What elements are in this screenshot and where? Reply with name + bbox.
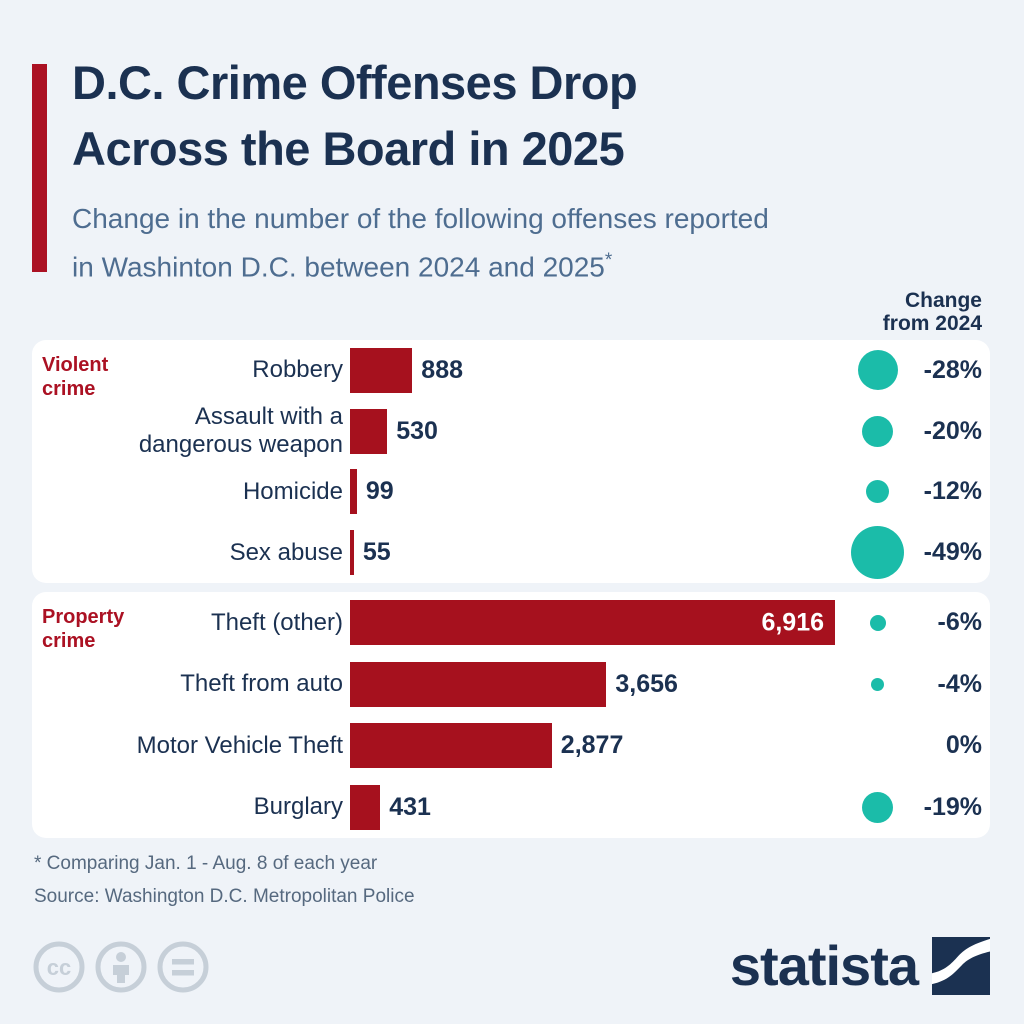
- creative-commons-license: cc: [32, 940, 210, 994]
- statista-wordmark: statista: [729, 934, 919, 997]
- change-magnitude-dot: [871, 677, 884, 691]
- change-dot-zone: [835, 791, 920, 823]
- value-label: 530: [396, 416, 438, 445]
- change-dot-zone: [835, 526, 920, 580]
- subtitle-line-2: in Washinton D.C. between 2024 and 2025: [72, 251, 605, 283]
- change-percent-label: -12%: [923, 477, 982, 506]
- equals-icon: [156, 940, 210, 994]
- statista-logo: statista: [730, 934, 990, 998]
- change-magnitude-dot: [869, 614, 886, 631]
- value-bar: 6,916: [350, 600, 835, 646]
- category-label: Theft (other): [210, 608, 343, 636]
- chart-footnote: * Comparing Jan. 1 - Aug. 8 of each year: [34, 853, 378, 874]
- category-label: Robbery: [252, 356, 343, 384]
- bar-track: 431: [343, 784, 835, 830]
- category-label: Theft from auto: [180, 670, 343, 698]
- property-crime-card: Property crime Theft (other) 6,916 -6% Thef…: [32, 592, 990, 838]
- category-label: Burglary: [253, 793, 343, 821]
- change-column-header: Change from 2024: [883, 289, 982, 335]
- title-accent-bar: [32, 64, 47, 272]
- value-label: 431: [389, 792, 431, 821]
- violent-crime-card: Violent crime Robbery 888 -28% Assault with…: [32, 340, 990, 583]
- value-bar: [350, 723, 552, 769]
- value-bar: [350, 661, 607, 707]
- change-dot-zone: [835, 480, 920, 504]
- value-label: 55: [362, 538, 391, 567]
- change-percent-label: -49%: [923, 538, 982, 567]
- chart-row: Sex abuse 55 -49%: [32, 522, 990, 583]
- change-dot-zone: [835, 677, 920, 691]
- change-percent-label: -28%: [923, 355, 982, 384]
- change-percent-label: -6%: [937, 608, 982, 637]
- chart-row: Burglary 431 -19%: [32, 777, 990, 839]
- chart-row: Assault with a dangerous weapon 530 -20%: [32, 401, 990, 462]
- bar-track: 55: [343, 530, 835, 576]
- change-dot-zone: [835, 614, 920, 631]
- subtitle-line-1: Change in the number of the following of…: [72, 203, 769, 234]
- chart-row: Theft (other) 6,916 -6%: [32, 592, 990, 654]
- bar-track: 2,877: [343, 723, 835, 769]
- change-percent-label: -4%: [937, 669, 982, 698]
- page-subtitle: Change in the number of the following of…: [72, 198, 972, 288]
- value-bar: [350, 347, 413, 393]
- bar-track: 99: [343, 469, 835, 515]
- change-magnitude-dot: [866, 480, 889, 504]
- bar-track: 3,656: [343, 661, 835, 707]
- change-dot-zone: [835, 350, 920, 391]
- value-label: 888: [421, 355, 464, 384]
- value-label: 2,877: [560, 731, 624, 760]
- chart-source: Source: Washington D.C. Metropolitan Pol…: [34, 886, 415, 907]
- group-label-violent-crime: Violent crime: [42, 354, 109, 400]
- group-label-property-crime: Property crime: [42, 606, 125, 652]
- change-header-line-1: Change: [904, 289, 982, 312]
- bar-track: 530: [343, 408, 835, 454]
- change-header-line-2: from 2024: [882, 312, 982, 335]
- violent-crime-rows: Robbery 888 -28% Assault with a dangerous w…: [32, 340, 990, 583]
- value-bar: [350, 469, 357, 515]
- svg-text:cc: cc: [47, 955, 71, 980]
- bar-track: 888: [343, 347, 835, 393]
- change-magnitude-dot: [862, 791, 893, 823]
- category-label: Motor Vehicle Theft: [136, 731, 343, 759]
- statista-logo-mark-icon: [932, 937, 990, 995]
- chart-row: Motor Vehicle Theft 2,877 0%: [32, 715, 990, 777]
- attribution-person-icon: [94, 940, 148, 994]
- category-label: Homicide: [242, 477, 343, 505]
- change-magnitude-dot: [851, 526, 904, 580]
- property-crime-rows: Theft (other) 6,916 -6% Theft from auto 3,65…: [32, 592, 990, 838]
- chart-row: Theft from auto 3,656 -4%: [32, 654, 990, 716]
- bar-track: 6,916: [343, 600, 835, 646]
- change-magnitude-dot: [862, 415, 893, 447]
- title-line-1: D.C. Crime Offenses Drop: [72, 56, 638, 109]
- value-bar: [350, 530, 354, 576]
- chart-row: Homicide 99 -12%: [32, 462, 990, 523]
- change-percent-label: 0%: [945, 731, 982, 760]
- value-bar: [350, 784, 381, 830]
- page-title: D.C. Crime Offenses Drop Across the Boar…: [72, 50, 972, 182]
- footnote-marker: *: [604, 250, 613, 271]
- value-label: 3,656: [615, 669, 678, 698]
- cc-icon: cc: [32, 940, 86, 994]
- value-bar: [350, 408, 388, 454]
- change-magnitude-dot: [857, 350, 898, 391]
- value-label: 99: [365, 477, 394, 506]
- value-label: 6,916: [761, 608, 824, 637]
- change-percent-label: -20%: [923, 416, 982, 445]
- change-percent-label: -19%: [923, 792, 982, 821]
- change-dot-zone: [835, 415, 920, 447]
- category-label: Assault with a dangerous weapon: [138, 403, 343, 459]
- title-line-2: Across the Board in 2025: [72, 122, 625, 175]
- category-label: Sex abuse: [229, 538, 343, 566]
- chart-row: Robbery 888 -28%: [32, 340, 990, 401]
